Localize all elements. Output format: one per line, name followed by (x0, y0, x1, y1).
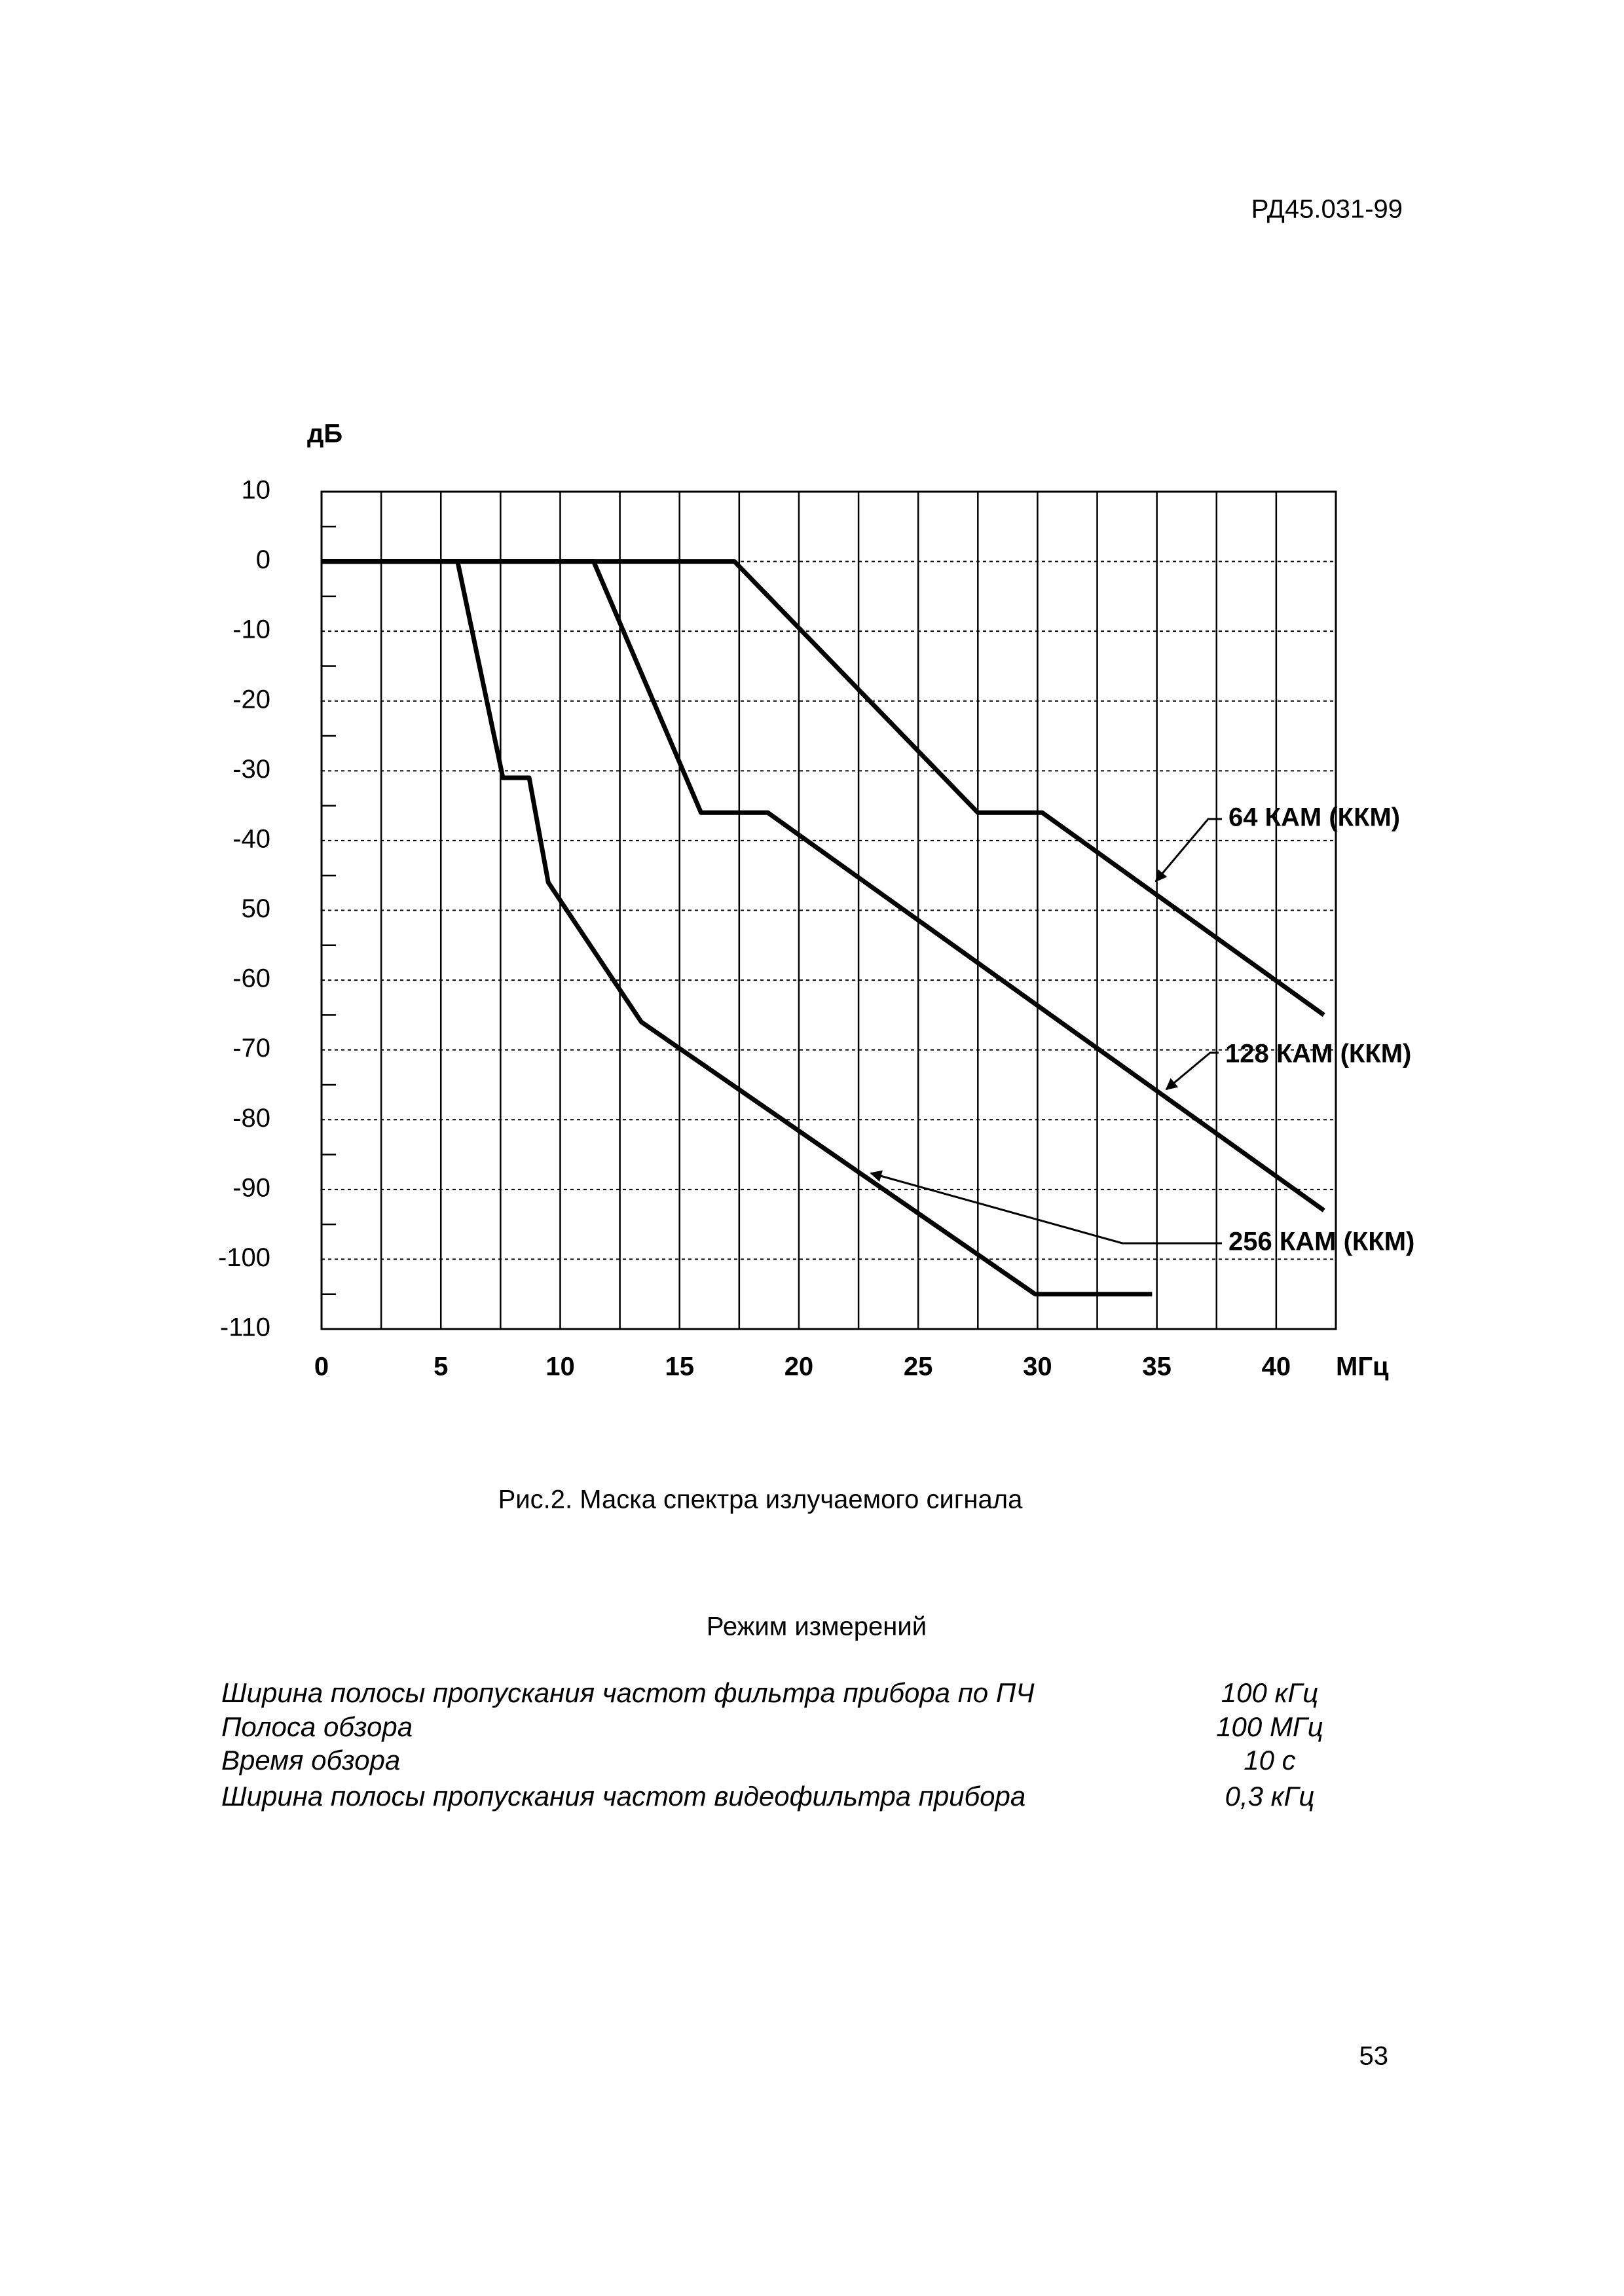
y-tick-label: -70 (232, 1034, 270, 1063)
x-tick-label: 0 (314, 1353, 329, 1381)
row-value: 10 с (1244, 1745, 1295, 1776)
row-value: 0,3 кГц (1225, 1781, 1315, 1812)
x-tick-label: 20 (784, 1353, 814, 1381)
y-tick-label: 50 (242, 894, 271, 923)
y-tick-label: -90 (232, 1173, 270, 1202)
row-value: 100 кГц (1221, 1677, 1318, 1708)
y-tick-label: -110 (220, 1313, 270, 1342)
x-tick-label: 15 (665, 1353, 694, 1381)
x-tick-label: 25 (904, 1353, 933, 1381)
y-tick-label: -100 (218, 1243, 270, 1272)
series-line (322, 559, 1153, 1297)
y-tick-label: -60 (232, 964, 270, 993)
x-tick-label: 30 (1023, 1353, 1052, 1381)
y-axis-label: дБ (307, 420, 342, 448)
callout-leader (870, 1170, 1222, 1245)
x-tick-label: 10 (545, 1353, 575, 1381)
y-tick-label: -80 (232, 1104, 270, 1133)
y-tick-label: 0 (256, 545, 270, 574)
y-tick-label: -40 (232, 824, 270, 853)
y-tick-label: -30 (232, 755, 270, 784)
series-line (322, 559, 1325, 1212)
x-tick-label: 35 (1142, 1353, 1172, 1381)
row-value: 100 МГц (1216, 1711, 1323, 1742)
series-label: 128 КАМ (ККМ) (1225, 1040, 1411, 1068)
table: Ширина полосы пропускания частот фильтра… (221, 1677, 1323, 1812)
x-tick-label: 5 (434, 1353, 448, 1381)
row-label: Ширина полосы пропускания частот видеофи… (221, 1781, 1025, 1812)
callout-leader (1165, 1051, 1219, 1091)
row-label: Полоса обзора (221, 1711, 413, 1742)
series-line (322, 559, 1325, 1017)
page-number: 53 (1359, 2042, 1389, 2071)
row-label: Ширина полосы пропускания частот фильтра… (221, 1677, 1035, 1708)
series-label: 256 КАМ (ККМ) (1228, 1228, 1414, 1256)
series-label: 64 КАМ (ККМ) (1228, 803, 1400, 832)
y-tick-label: -20 (232, 685, 270, 714)
x-axis-label: МГц (1336, 1353, 1389, 1381)
callout-leader (1154, 818, 1222, 883)
caption: Рис.2. Маска спектра излучаемого сигнала (498, 1485, 1023, 1514)
y-tick-label: 10 (242, 476, 271, 505)
table-title: Режим измерений (707, 1613, 927, 1641)
row-label: Время обзора (221, 1745, 400, 1776)
y-tick-label: -10 (232, 615, 270, 644)
x-tick-label: 40 (1262, 1353, 1291, 1381)
chart: 0 5 10 15 20 25 30 35 40 10 0 -10 -20 -30 -40 50 -60 -70 -… (218, 476, 1414, 1381)
header-code: РД45.031-99 (1251, 195, 1403, 224)
